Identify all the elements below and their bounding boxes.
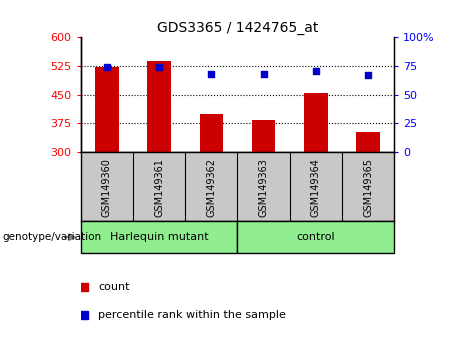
Text: GSM149365: GSM149365 [363,158,373,217]
Text: percentile rank within the sample: percentile rank within the sample [98,310,286,320]
Text: GSM149360: GSM149360 [102,158,112,217]
Bar [237,221,394,253]
Text: control: control [296,232,335,242]
Bar [200,114,223,152]
Point [207,71,215,77]
Bar [356,132,380,152]
Text: Harlequin mutant: Harlequin mutant [110,232,208,242]
Bar [95,67,118,152]
Text: genotype/variation: genotype/variation [2,232,101,242]
Bar [252,120,275,152]
Text: GSM149362: GSM149362 [206,158,216,217]
Bar [81,221,237,253]
Point [103,64,111,70]
Point [155,64,163,70]
Text: GSM149363: GSM149363 [259,158,269,217]
Title: GDS3365 / 1424765_at: GDS3365 / 1424765_at [157,21,318,35]
Point [312,68,319,73]
Bar [148,61,171,152]
Text: GSM149361: GSM149361 [154,158,164,217]
Bar [304,93,327,152]
Text: count: count [98,282,130,292]
Text: GSM149364: GSM149364 [311,158,321,217]
Point [364,72,372,78]
Point [260,71,267,77]
